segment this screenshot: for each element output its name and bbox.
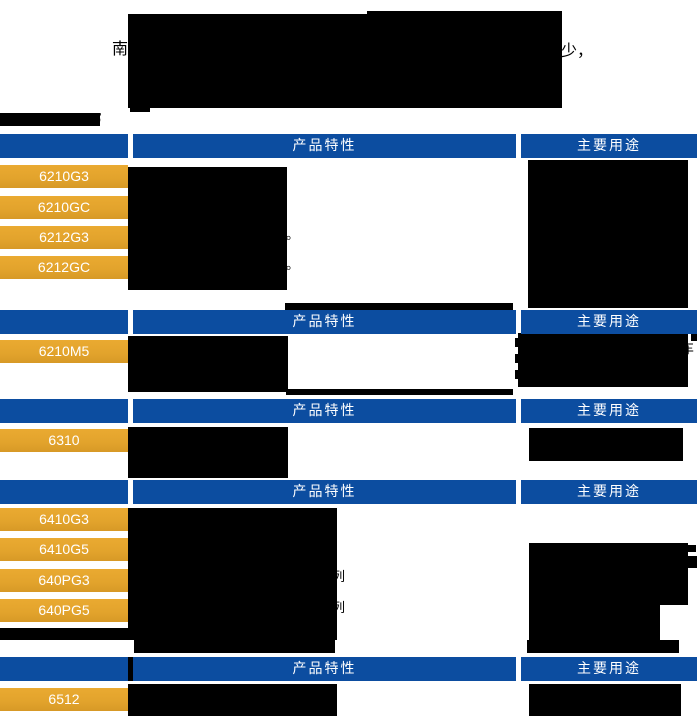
redaction-block	[285, 303, 513, 310]
product-code-cell: 6310	[0, 429, 128, 452]
product-code-cell: 6410G5	[0, 538, 128, 561]
redaction-block	[128, 508, 337, 628]
redaction-block	[134, 640, 335, 653]
redaction-block	[527, 640, 679, 653]
table3-header-uses: 主要用途	[521, 399, 697, 423]
redaction-block	[518, 333, 688, 387]
product-code-cell: 6212G3	[0, 226, 128, 249]
redaction-ink-bit	[691, 334, 697, 341]
redaction-block	[128, 657, 134, 681]
redaction-block	[529, 543, 688, 605]
redaction-ink-bit	[688, 556, 697, 568]
table5-header-features: 产品特性	[133, 657, 516, 681]
redaction-block	[130, 105, 150, 112]
table3-header-product-col	[0, 399, 128, 423]
text-fragment: 。	[286, 258, 300, 273]
redaction-ink-bit	[515, 370, 518, 379]
redaction-block	[529, 428, 683, 461]
table5-header-product-col	[0, 657, 128, 681]
redaction-block	[0, 113, 100, 126]
redaction-block	[128, 427, 288, 478]
redaction-block	[529, 684, 681, 716]
product-code-cell: 6512	[0, 688, 128, 711]
product-code-cell: 6210GC	[0, 196, 128, 219]
table5-header-uses: 主要用途	[521, 657, 697, 681]
product-code-cell: 6210G3	[0, 165, 128, 188]
product-code-cell: 640PG3	[0, 569, 128, 592]
redaction-block	[286, 389, 513, 395]
table4-header-product-col	[0, 480, 128, 504]
table4-header-uses: 主要用途	[521, 480, 697, 504]
intro-note-number: 66	[84, 109, 101, 128]
redaction-block	[528, 160, 688, 308]
product-code-cell: 6212GC	[0, 256, 128, 279]
redaction-block	[128, 167, 287, 290]
intro-line-end-text: 少，	[561, 41, 594, 60]
product-code-cell: 6210M5	[0, 340, 128, 363]
table1-header-features: 产品特性	[133, 134, 516, 158]
text-fragment: 。	[286, 228, 300, 243]
table2-header-features: 产品特性	[133, 310, 516, 334]
intro-lead-char: 南	[112, 39, 129, 58]
redaction-ink-bit	[515, 338, 518, 347]
table2-header-uses: 主要用途	[521, 310, 697, 334]
product-code-cell: 6410G3	[0, 508, 128, 531]
table4-header-features: 产品特性	[133, 480, 516, 504]
redaction-block	[367, 11, 562, 16]
table1-header-uses: 主要用途	[521, 134, 697, 158]
redaction-block	[0, 628, 337, 640]
redaction-block	[128, 684, 337, 716]
redaction-block	[128, 14, 562, 108]
table3-header-features: 产品特性	[133, 399, 516, 423]
product-code-cell: 640PG5	[0, 599, 128, 622]
redaction-ink-bit	[688, 545, 696, 552]
table1-header-product-col	[0, 134, 128, 158]
redaction-block	[529, 605, 660, 640]
redaction-ink-bit	[515, 354, 518, 363]
redaction-block	[128, 336, 288, 392]
table2-header-product-col	[0, 310, 128, 334]
